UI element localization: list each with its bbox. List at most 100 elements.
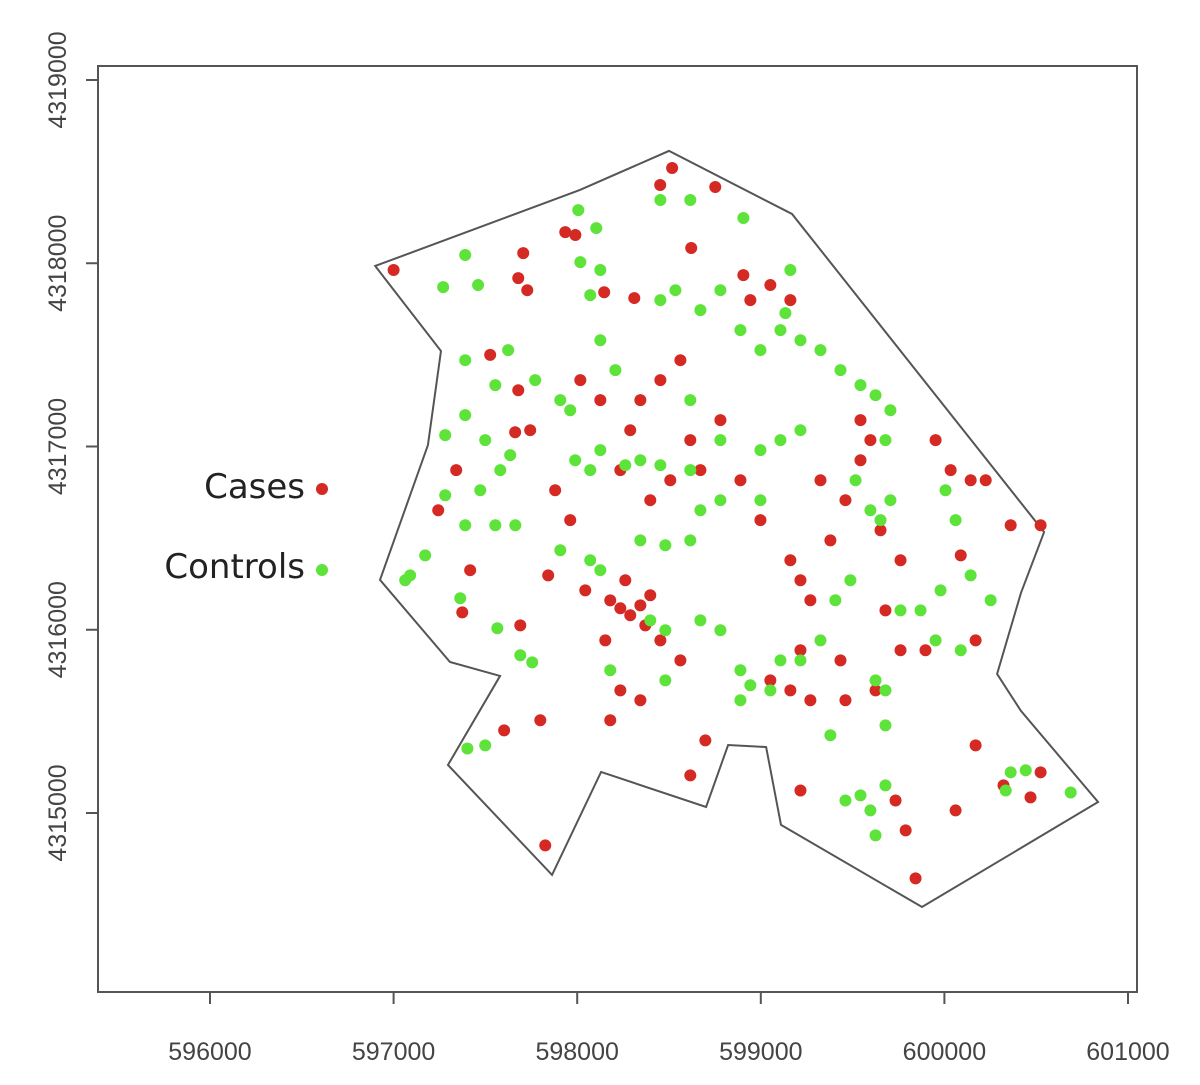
control-point	[659, 539, 672, 552]
control-point	[914, 604, 927, 617]
control-point	[864, 804, 877, 817]
control-point	[774, 654, 787, 667]
y-axis: 4315000 4316000 4317000 4318000 4319000	[44, 31, 98, 862]
case-point	[614, 602, 627, 615]
control-point	[794, 424, 807, 437]
control-point	[734, 324, 747, 337]
legend-marker-controls	[316, 564, 328, 576]
case-point	[599, 634, 612, 647]
case-point	[549, 484, 562, 497]
control-point	[854, 379, 867, 392]
case-point	[512, 384, 525, 397]
case-point	[684, 769, 697, 782]
case-point	[899, 824, 912, 837]
case-point	[654, 179, 667, 192]
case-point	[666, 161, 679, 174]
case-point	[1004, 519, 1017, 532]
control-point	[554, 544, 567, 557]
control-point	[779, 307, 792, 320]
control-point	[839, 794, 852, 807]
y-tick-label: 4319000	[44, 31, 72, 128]
control-point	[459, 249, 472, 262]
case-point	[754, 514, 767, 527]
control-point	[574, 256, 587, 269]
case-point	[969, 634, 982, 647]
case-point	[1024, 791, 1037, 804]
control-point	[399, 574, 412, 587]
control-point	[502, 344, 515, 357]
control-point	[1064, 786, 1077, 799]
case-point	[784, 684, 797, 697]
case-point	[464, 564, 477, 577]
case-point	[909, 872, 922, 885]
x-tick-label: 599000	[719, 1038, 802, 1066]
control-point	[884, 494, 897, 507]
case-point	[509, 426, 522, 439]
control-point	[654, 459, 667, 472]
control-point	[439, 429, 452, 442]
case-point	[894, 554, 907, 567]
legend-marker-cases	[316, 483, 328, 495]
case-point	[644, 494, 657, 507]
control-point	[794, 334, 807, 347]
control-point	[437, 281, 450, 294]
y-tick-label: 4315000	[44, 764, 72, 861]
control-point	[594, 264, 607, 277]
case-point	[737, 269, 750, 282]
control-point	[784, 264, 797, 277]
control-point	[834, 364, 847, 377]
control-point	[461, 742, 474, 755]
control-point	[949, 514, 962, 527]
control-point	[564, 404, 577, 417]
case-point	[764, 674, 777, 687]
case-point	[664, 474, 677, 487]
case-point	[694, 464, 707, 477]
case-point	[579, 584, 592, 597]
control-point	[569, 454, 582, 467]
control-point	[572, 204, 585, 217]
case-point	[674, 654, 687, 667]
control-point	[844, 574, 857, 587]
x-axis: 596000 597000 598000 599000 600000 601000	[168, 992, 1170, 1066]
control-point	[659, 624, 672, 637]
control-point	[669, 284, 682, 297]
control-point	[879, 719, 892, 732]
case-point	[929, 434, 942, 447]
control-point	[694, 504, 707, 517]
case-point	[432, 504, 445, 517]
control-point	[929, 634, 942, 647]
y-tick-label: 4318000	[44, 215, 72, 312]
case-point	[874, 524, 887, 537]
case-point	[387, 264, 400, 277]
case-point	[869, 684, 882, 697]
case-point	[824, 534, 837, 547]
case-point	[564, 514, 577, 527]
case-point	[699, 734, 712, 747]
control-point	[849, 474, 862, 487]
case-point	[684, 434, 697, 447]
control-point	[654, 194, 667, 207]
case-point	[714, 414, 727, 427]
control-point	[509, 519, 522, 532]
control-point	[737, 211, 750, 224]
case-point	[979, 474, 992, 487]
x-tick-label: 598000	[535, 1038, 618, 1066]
control-point	[609, 364, 622, 377]
case-point	[919, 644, 932, 657]
case-point	[949, 804, 962, 817]
case-point	[450, 464, 463, 477]
case-point	[784, 554, 797, 567]
case-point	[804, 594, 817, 607]
case-point	[804, 694, 817, 707]
control-point	[504, 449, 517, 462]
control-point	[999, 784, 1012, 797]
control-point	[824, 729, 837, 742]
control-point	[714, 624, 727, 637]
case-point	[764, 279, 777, 292]
control-point	[1004, 766, 1017, 779]
case-point	[594, 394, 607, 407]
case-point	[498, 724, 511, 737]
case-point	[539, 839, 552, 852]
case-point	[559, 226, 572, 239]
